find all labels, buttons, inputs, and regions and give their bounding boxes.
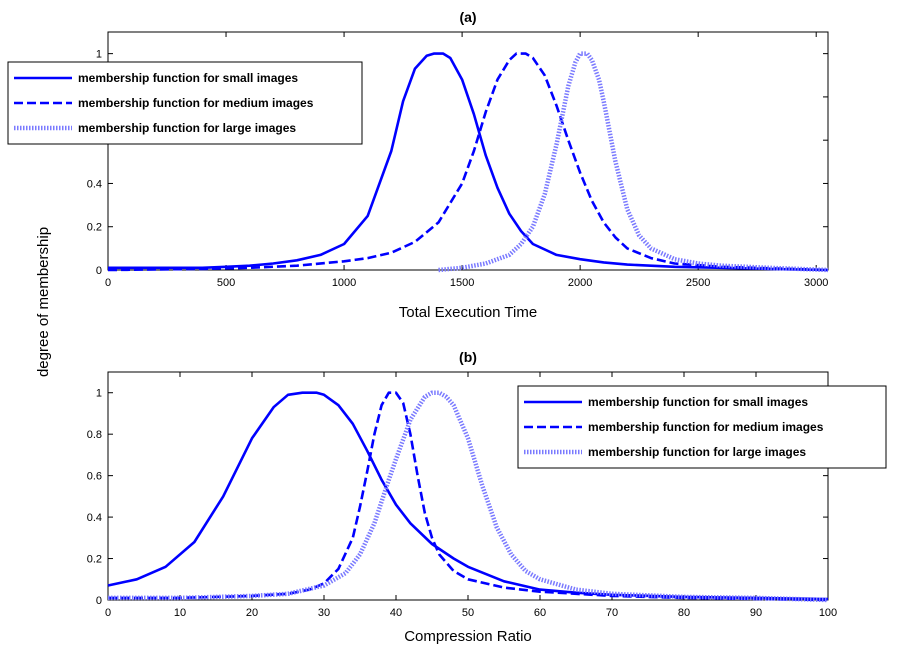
y-tick-label: 0.2 bbox=[87, 222, 102, 234]
y-tick-label: 0 bbox=[96, 595, 102, 607]
x-tick-label: 70 bbox=[606, 607, 618, 619]
x-tick-label: 50 bbox=[462, 607, 474, 619]
x-axis-label: Compression Ratio bbox=[404, 628, 532, 645]
y-tick-label: 0.4 bbox=[87, 178, 102, 190]
x-tick-label: 1000 bbox=[332, 277, 356, 289]
series-group bbox=[107, 51, 829, 273]
x-tick-label: 30 bbox=[318, 607, 330, 619]
y-tick-label: 0.6 bbox=[87, 471, 102, 483]
y-tick-label: 0.2 bbox=[87, 554, 102, 566]
chart-title: (b) bbox=[459, 349, 477, 365]
legend: membership function for small images memb… bbox=[517, 385, 887, 469]
x-tick-label: 2500 bbox=[686, 277, 710, 289]
legend-label: membership function for small images bbox=[78, 71, 298, 85]
series-group bbox=[107, 390, 829, 603]
legend-label: membership function for medium images bbox=[78, 96, 314, 110]
series-line bbox=[107, 391, 829, 601]
y-tick-label: 0.4 bbox=[87, 512, 102, 524]
series-line bbox=[108, 52, 829, 272]
series-line bbox=[107, 52, 829, 272]
series-line bbox=[108, 391, 829, 602]
y-tick-label: 1 bbox=[96, 49, 102, 61]
chart-title: (a) bbox=[459, 9, 476, 25]
x-tick-label: 20 bbox=[246, 607, 258, 619]
x-tick-label: 60 bbox=[534, 607, 546, 619]
y-tick-label: 1 bbox=[96, 388, 102, 400]
x-tick-label: 2000 bbox=[568, 277, 592, 289]
x-tick-label: 10 bbox=[174, 607, 186, 619]
x-tick-label: 0 bbox=[105, 277, 111, 289]
legend-label: membership function for large images bbox=[588, 445, 806, 459]
x-tick-label: 80 bbox=[678, 607, 690, 619]
legend-label: membership function for large images bbox=[78, 121, 296, 135]
x-tick-label: 500 bbox=[217, 277, 235, 289]
series-line bbox=[108, 390, 829, 603]
legend-label: membership function for medium images bbox=[588, 420, 824, 434]
x-tick-label: 100 bbox=[819, 607, 837, 619]
legend-label: membership function for small images bbox=[588, 395, 808, 409]
x-axis-label: Total Execution Time bbox=[399, 304, 537, 321]
x-tick-label: 90 bbox=[750, 607, 762, 619]
y-tick-label: 0.8 bbox=[87, 429, 102, 441]
series-line bbox=[438, 51, 829, 273]
y-tick-label: 0 bbox=[96, 265, 102, 277]
legend: membership function for small images memb… bbox=[7, 61, 363, 145]
x-tick-label: 40 bbox=[390, 607, 402, 619]
tick-marks: 0 10 20 30 40 50 60 70 80 90 100 0 0.2 0.4 0.6 0.8 1 bbox=[87, 372, 837, 619]
x-tick-label: 0 bbox=[105, 607, 111, 619]
x-tick-label: 3000 bbox=[804, 277, 828, 289]
shared-y-axis-label: degree of membership bbox=[35, 227, 52, 377]
chart-panel-a: (a) 05001000150020002500300000.20.40.60.… bbox=[87, 9, 829, 321]
x-tick-label: 1500 bbox=[450, 277, 474, 289]
